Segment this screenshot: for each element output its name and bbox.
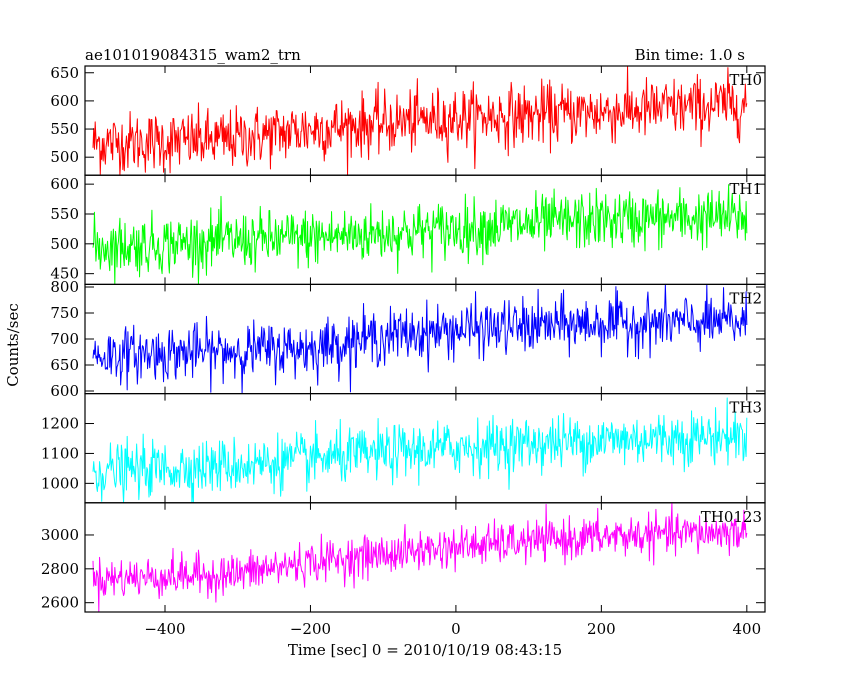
- panel-label: TH2: [729, 289, 762, 307]
- chart-title: ae101019084315_wam2_trn: [85, 46, 301, 64]
- x-tick-label: 400: [732, 620, 761, 638]
- x-tick-label: −400: [144, 620, 185, 638]
- series-line-th3: [92, 397, 748, 504]
- panel-label: TH0: [729, 71, 762, 89]
- panel-label: TH1: [729, 180, 762, 198]
- panel-th1: 450 500 550 600 TH1: [50, 174, 766, 285]
- panel-th0123: 2600 2800 3000 TH0123: [41, 502, 766, 613]
- x-axis-title: Time [sec] 0 = 2010/10/19 08:43:15: [288, 641, 562, 659]
- y-tick-label: 450: [50, 265, 79, 283]
- x-tick-label: −200: [290, 620, 331, 638]
- y-tick-label: 550: [50, 120, 79, 138]
- panel-th2: 600 650 700 750 800 TH2: [50, 278, 766, 400]
- series-line-th1: [92, 184, 748, 285]
- series-line-th2: [92, 283, 748, 394]
- y-tick-label: 3000: [41, 526, 79, 544]
- panels-group: 500 550 600 650 TH0 450 500 550 600 TH1 600 650 700 7…: [41, 64, 766, 613]
- y-tick-label: 550: [50, 205, 79, 223]
- y-tick-label: 750: [50, 304, 79, 322]
- panel-label: TH3: [729, 399, 762, 417]
- y-tick-label: 650: [50, 356, 79, 374]
- y-tick-label: 600: [50, 92, 79, 110]
- y-tick-label: 500: [50, 235, 79, 253]
- panel-th3: 1000 1100 1200 TH3: [41, 393, 766, 504]
- y-tick-label: 700: [50, 330, 79, 348]
- y-tick-label: 1100: [41, 444, 79, 462]
- series-line-th0123: [92, 502, 748, 613]
- x-tick-label: 0: [451, 620, 461, 638]
- bin-time-label: Bin time: 1.0 s: [635, 46, 745, 64]
- y-tick-label: 600: [50, 175, 79, 193]
- y-axis-title: Counts/sec: [4, 303, 22, 387]
- y-tick-label: 2800: [41, 560, 79, 578]
- series-line-th0: [92, 65, 748, 176]
- y-tick-label: 500: [50, 148, 79, 166]
- y-tick-label: 650: [50, 64, 79, 82]
- y-tick-label: 2600: [41, 594, 79, 612]
- panel-label: TH0123: [701, 508, 762, 526]
- x-axis: −400 −200 0 200 400: [144, 620, 761, 638]
- y-tick-label: 1000: [41, 474, 79, 492]
- panel-frame: [84, 502, 766, 613]
- x-tick-label: 200: [587, 620, 616, 638]
- panel-th0: 500 550 600 650 TH0: [50, 64, 766, 176]
- y-tick-label: 600: [50, 382, 79, 400]
- y-tick-label: 800: [50, 278, 79, 296]
- y-tick-label: 1200: [41, 415, 79, 433]
